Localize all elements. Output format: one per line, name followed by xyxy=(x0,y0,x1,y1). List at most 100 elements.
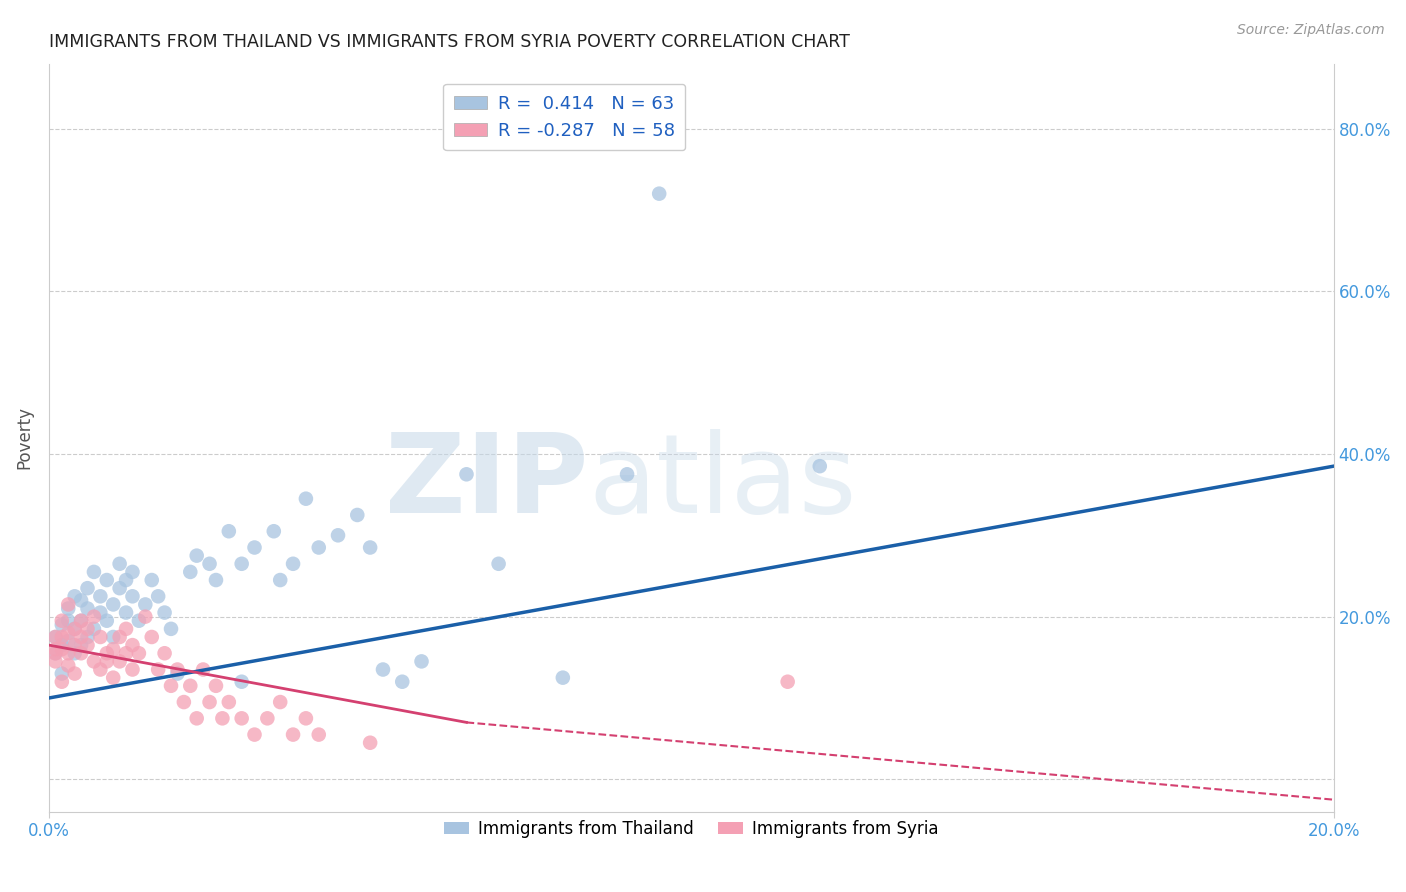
Point xyxy=(103,671,125,685)
Point xyxy=(281,557,304,571)
Point xyxy=(211,711,233,725)
Point xyxy=(76,638,98,652)
Point xyxy=(96,646,118,660)
Point xyxy=(103,598,125,612)
Point xyxy=(70,646,93,660)
Point xyxy=(63,622,86,636)
Point xyxy=(76,622,98,636)
Point xyxy=(160,679,183,693)
Point xyxy=(231,711,253,725)
Point xyxy=(70,614,93,628)
Point xyxy=(269,695,291,709)
Point xyxy=(231,557,253,571)
Point xyxy=(63,622,86,636)
Point xyxy=(108,581,131,595)
Point xyxy=(243,541,266,555)
Point xyxy=(186,711,208,725)
Point xyxy=(63,646,86,660)
Point xyxy=(128,646,150,660)
Point xyxy=(269,573,291,587)
Point xyxy=(391,674,413,689)
Point xyxy=(648,186,671,201)
Point xyxy=(281,728,304,742)
Point xyxy=(346,508,368,522)
Point xyxy=(551,671,574,685)
Point xyxy=(70,593,93,607)
Point xyxy=(205,573,228,587)
Point xyxy=(76,601,98,615)
Point xyxy=(103,642,125,657)
Point xyxy=(70,630,93,644)
Point xyxy=(51,617,73,632)
Point xyxy=(308,728,330,742)
Point xyxy=(51,614,73,628)
Point xyxy=(108,557,131,571)
Point xyxy=(51,666,73,681)
Point xyxy=(359,736,381,750)
Point xyxy=(103,630,125,644)
Point xyxy=(166,663,188,677)
Point xyxy=(616,467,638,482)
Point xyxy=(141,573,163,587)
Point xyxy=(89,606,111,620)
Point xyxy=(160,622,183,636)
Point xyxy=(411,654,433,668)
Point xyxy=(456,467,478,482)
Point xyxy=(191,663,214,677)
Point xyxy=(63,638,86,652)
Point xyxy=(115,646,138,660)
Point xyxy=(198,695,221,709)
Point xyxy=(83,622,105,636)
Point xyxy=(179,679,201,693)
Point xyxy=(76,581,98,595)
Point xyxy=(243,728,266,742)
Point xyxy=(58,601,80,615)
Point xyxy=(134,609,156,624)
Point xyxy=(121,663,143,677)
Point xyxy=(115,606,138,620)
Point xyxy=(83,609,105,624)
Point xyxy=(108,630,131,644)
Point xyxy=(256,711,278,725)
Point xyxy=(153,606,176,620)
Point xyxy=(58,658,80,673)
Point xyxy=(776,674,799,689)
Point xyxy=(231,674,253,689)
Point xyxy=(96,654,118,668)
Point xyxy=(488,557,510,571)
Point xyxy=(51,674,73,689)
Point xyxy=(205,679,228,693)
Point xyxy=(141,630,163,644)
Point xyxy=(51,642,73,657)
Point xyxy=(58,626,80,640)
Point xyxy=(89,590,111,604)
Point xyxy=(58,614,80,628)
Point xyxy=(44,630,66,644)
Point xyxy=(128,614,150,628)
Point xyxy=(44,646,66,660)
Point xyxy=(146,590,169,604)
Point xyxy=(89,663,111,677)
Point xyxy=(121,638,143,652)
Text: ZIP: ZIP xyxy=(385,429,589,536)
Point xyxy=(83,565,105,579)
Point xyxy=(326,528,349,542)
Point xyxy=(63,590,86,604)
Point xyxy=(121,565,143,579)
Point xyxy=(186,549,208,563)
Text: atlas: atlas xyxy=(589,429,858,536)
Point xyxy=(121,590,143,604)
Point xyxy=(218,524,240,539)
Point xyxy=(308,541,330,555)
Point xyxy=(115,573,138,587)
Point xyxy=(44,654,66,668)
Legend: Immigrants from Thailand, Immigrants from Syria: Immigrants from Thailand, Immigrants fro… xyxy=(437,814,945,845)
Text: IMMIGRANTS FROM THAILAND VS IMMIGRANTS FROM SYRIA POVERTY CORRELATION CHART: IMMIGRANTS FROM THAILAND VS IMMIGRANTS F… xyxy=(49,33,849,51)
Point xyxy=(146,663,169,677)
Point xyxy=(166,666,188,681)
Point xyxy=(58,598,80,612)
Point xyxy=(371,663,394,677)
Point xyxy=(51,630,73,644)
Text: Source: ZipAtlas.com: Source: ZipAtlas.com xyxy=(1237,23,1385,37)
Point xyxy=(359,541,381,555)
